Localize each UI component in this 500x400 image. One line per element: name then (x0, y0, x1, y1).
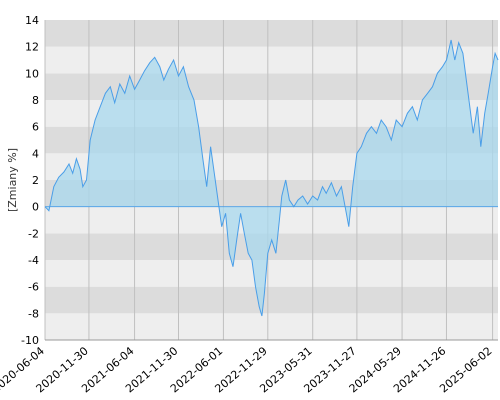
y-axis-label: [Zmiany %] (6, 148, 19, 212)
y-tick-label: -8 (28, 307, 39, 320)
x-tick-labels: 2020-06-042020-11-302021-06-042021-11-30… (0, 344, 495, 395)
y-tick-label: 14 (25, 14, 39, 27)
y-tick-label: -2 (28, 227, 39, 240)
background-band (45, 46, 498, 74)
background-band (45, 260, 498, 287)
series-line (44, 39, 499, 317)
y-tick-label: 0 (32, 201, 39, 214)
background-band (45, 313, 498, 340)
y-tick-label: 10 (25, 67, 39, 80)
y-tick-label: 2 (32, 174, 39, 187)
y-tick-label: -10 (21, 334, 39, 347)
y-tick-label: 4 (32, 147, 39, 160)
y-tick-label: 6 (32, 121, 39, 134)
series-area (45, 40, 498, 316)
y-tick-label: 12 (25, 41, 39, 54)
y-tick-label: -4 (28, 254, 39, 267)
y-tick-label: -6 (28, 281, 39, 294)
y-tick-labels: -10 -8 -6 -4 -2 0 2 4 6 8 10 12 14 (21, 14, 39, 347)
y-tick-label: 8 (32, 94, 39, 107)
background-band (45, 286, 498, 314)
background-band (45, 20, 498, 47)
